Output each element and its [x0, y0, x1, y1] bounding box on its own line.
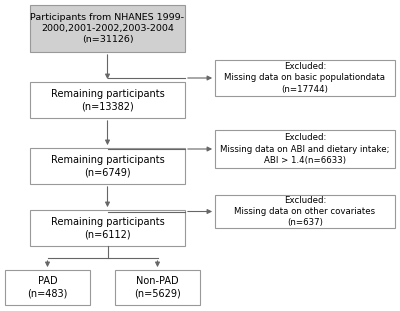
Bar	[215, 130, 395, 168]
Bar	[115, 270, 200, 305]
Text: Participants from NHANES 1999-
2000,2001-2002,2003-2004
(n=31126): Participants from NHANES 1999- 2000,2001…	[30, 12, 184, 44]
Bar	[215, 60, 395, 96]
Text: Non-PAD
(n=5629): Non-PAD (n=5629)	[134, 276, 181, 299]
Text: PAD
(n=483): PAD (n=483)	[27, 276, 68, 299]
Text: Remaining participants
(n=6749): Remaining participants (n=6749)	[51, 155, 164, 177]
Bar	[215, 195, 395, 228]
Text: Excluded:
Missing data on ABI and dietary intake;
ABI > 1.4(n=6633): Excluded: Missing data on ABI and dietar…	[220, 133, 390, 165]
Bar	[30, 148, 185, 184]
Text: Excluded:
Missing data on other covariates
(n=637): Excluded: Missing data on other covariat…	[234, 196, 376, 227]
Text: Remaining participants
(n=13382): Remaining participants (n=13382)	[51, 89, 164, 111]
Bar	[30, 210, 185, 246]
Bar	[30, 82, 185, 118]
Text: Excluded:
Missing data on basic populationdata
(n=17744): Excluded: Missing data on basic populati…	[224, 62, 386, 94]
Text: Remaining participants
(n=6112): Remaining participants (n=6112)	[51, 216, 164, 239]
Bar	[30, 5, 185, 52]
Bar	[5, 270, 90, 305]
